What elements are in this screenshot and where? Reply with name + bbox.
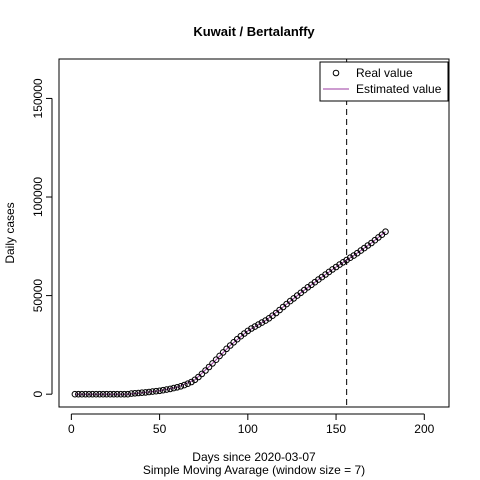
x-axis-title: Days since 2020-03-07 <box>192 450 316 464</box>
data-point <box>198 370 206 378</box>
legend: Real value Estimated value <box>319 61 449 102</box>
data-point <box>181 381 188 389</box>
y-axis: 0 50000 100000 150000 <box>31 78 53 398</box>
data-point <box>216 352 223 360</box>
estimated-line <box>74 231 386 395</box>
legend-label-real: Real value <box>356 66 413 80</box>
x-tick-label: 0 <box>68 422 75 436</box>
data-point <box>149 388 156 395</box>
data-point <box>113 390 121 398</box>
x-tick-label: 200 <box>414 422 434 436</box>
data-point <box>131 390 139 397</box>
data-point <box>82 390 89 398</box>
y-tick-label: 100000 <box>31 177 45 217</box>
data-point <box>138 389 146 397</box>
data-point <box>173 384 181 391</box>
estimated-series <box>74 231 386 395</box>
legend-circle-marker <box>332 69 340 77</box>
data-point <box>163 386 170 393</box>
data-point <box>170 384 177 392</box>
data-point <box>209 360 216 367</box>
x-axis: 0 50 100 150 200 <box>68 413 435 436</box>
y-tick-label: 0 <box>31 391 45 398</box>
data-point <box>152 387 160 395</box>
legend-box <box>319 61 449 102</box>
y-tick-label: 150000 <box>31 78 45 118</box>
data-point <box>248 325 255 332</box>
data-point <box>128 390 135 397</box>
data-point <box>75 390 82 398</box>
data-point <box>177 383 185 390</box>
data-point <box>223 345 230 353</box>
data-point <box>92 390 100 398</box>
data-point <box>85 390 93 398</box>
data-point <box>71 390 79 398</box>
data-point <box>184 380 192 388</box>
data-point <box>382 228 389 235</box>
data-point <box>121 390 128 398</box>
data-point <box>346 254 354 262</box>
x-tick-label: 100 <box>238 422 258 436</box>
y-tick-label: 50000 <box>31 279 45 313</box>
data-point <box>96 390 103 398</box>
x-tick-label: 150 <box>326 422 346 436</box>
data-point <box>219 349 227 356</box>
data-point <box>251 323 259 330</box>
data-point <box>89 390 96 398</box>
data-point <box>135 389 142 397</box>
legend-label-estimated: Estimated value <box>356 82 442 96</box>
data-point <box>258 319 266 326</box>
data-point <box>117 390 125 398</box>
data-point <box>110 390 117 398</box>
real-value-series <box>71 228 389 398</box>
data-point <box>188 378 195 386</box>
data-point <box>145 388 153 396</box>
data-point <box>78 390 86 398</box>
data-point <box>339 259 347 266</box>
data-point <box>99 390 107 398</box>
data-point <box>212 356 220 364</box>
y-axis-title: Daily cases <box>3 202 17 263</box>
data-point <box>159 386 167 394</box>
data-point <box>106 390 114 398</box>
data-point <box>156 387 163 395</box>
data-point <box>142 389 149 396</box>
plot-frame <box>58 58 450 408</box>
data-point <box>202 367 209 374</box>
data-point <box>205 363 213 371</box>
data-point <box>166 385 174 393</box>
data-point <box>103 390 110 398</box>
data-point <box>255 321 262 328</box>
x-axis-subtitle: Simple Moving Avarage (window size = 7) <box>143 463 365 477</box>
data-point <box>124 390 132 398</box>
chart-title: Kuwait / Bertalanffy <box>193 24 315 39</box>
x-tick-label: 50 <box>153 422 167 436</box>
